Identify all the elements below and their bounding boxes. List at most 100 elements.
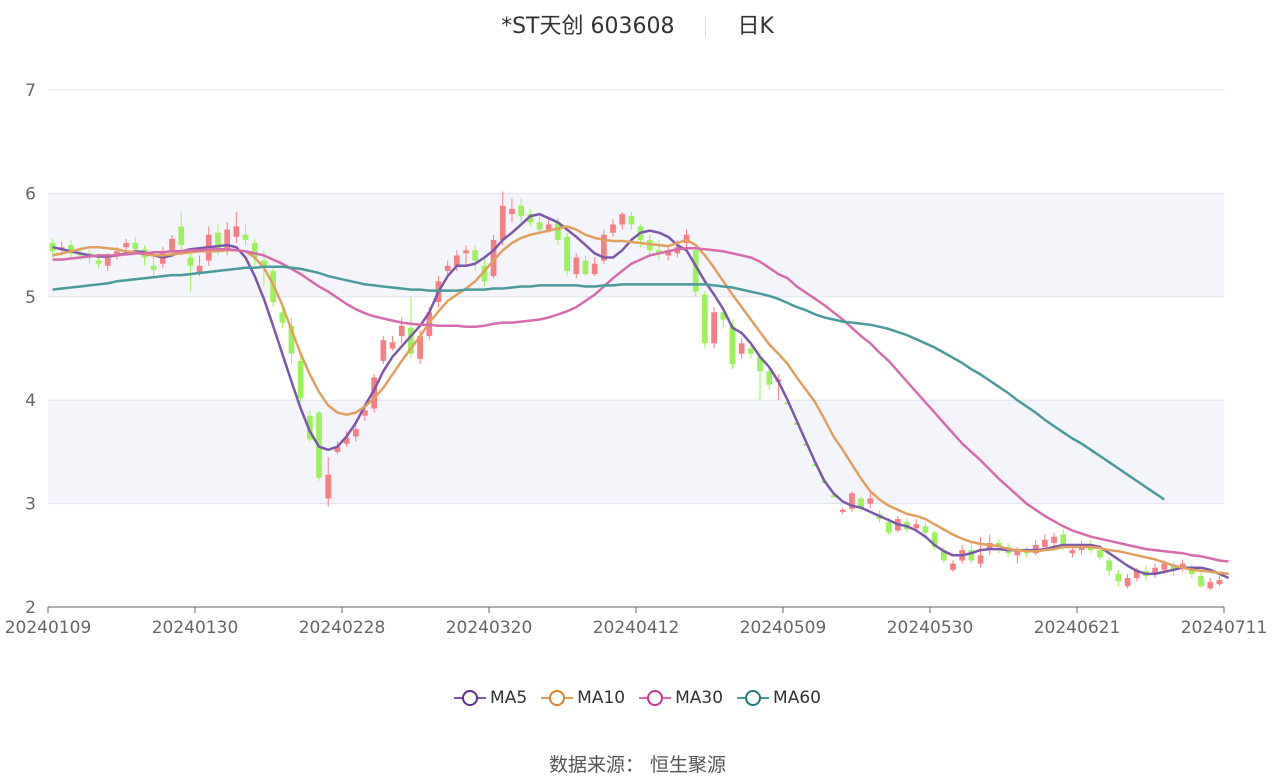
candle-body — [1152, 567, 1158, 574]
legend-item-ma5[interactable]: MA5 — [454, 688, 527, 708]
candle-body — [68, 245, 74, 254]
x-tick-label: 20240109 — [5, 618, 92, 638]
legend: MA5 MA10 MA30 MA60 — [0, 688, 1275, 708]
legend-item-ma60[interactable]: MA60 — [737, 688, 821, 708]
candle-body — [279, 312, 286, 323]
candle-body — [1198, 575, 1204, 587]
candle-body — [711, 312, 717, 344]
legend-marker-icon — [639, 688, 672, 708]
candle-body — [518, 205, 525, 217]
candle-body — [1161, 563, 1168, 570]
candle-body — [1106, 560, 1113, 571]
candle-body — [812, 464, 819, 467]
candle-body — [628, 216, 635, 225]
candle-body — [1133, 570, 1140, 579]
y-tick-label: 3 — [25, 495, 36, 515]
legend-label: MA5 — [490, 688, 528, 708]
candle-body — [178, 226, 185, 246]
legend-label: MA60 — [773, 688, 821, 708]
candle-body — [371, 377, 378, 409]
candle-body — [830, 495, 837, 498]
candle-body — [306, 415, 313, 440]
candle-body — [610, 224, 616, 233]
x-tick-label: 20240320 — [446, 618, 533, 638]
candle-body — [784, 402, 791, 405]
ma-line-ma60 — [52, 265, 1165, 501]
candle-body — [747, 348, 754, 354]
ma-line-ma30 — [52, 246, 1229, 563]
candlestick-chart: 2 3 4 5 6 7 20240109 20240130 20240228 20240320 20… — [5, 81, 1268, 638]
candle-body — [417, 336, 423, 359]
candle-body — [720, 312, 727, 320]
candle-body — [803, 443, 809, 446]
candle-body — [481, 265, 488, 282]
candle-body — [600, 234, 607, 261]
data-source: 数据来源： 恒生聚源 — [548, 754, 727, 776]
x-tick-label: 20240412 — [593, 618, 680, 638]
candle-body — [527, 214, 534, 223]
candle-body — [325, 474, 332, 499]
candle-body — [1051, 536, 1057, 543]
candle-body — [867, 498, 874, 504]
candle-body — [665, 250, 672, 256]
candle-body — [169, 238, 175, 251]
candle-body — [453, 255, 460, 266]
title-divider — [705, 17, 707, 37]
candle-body — [940, 550, 947, 561]
candle-body — [950, 563, 956, 570]
candle-body — [343, 437, 350, 444]
ma-line-ma10 — [52, 225, 1229, 576]
candle-body — [362, 410, 368, 416]
candle-body — [968, 550, 975, 561]
legend-item-ma30[interactable]: MA30 — [639, 688, 723, 708]
candle-body — [380, 340, 387, 361]
candle-body — [224, 229, 231, 251]
chart-title: *ST天创 603608 日K — [0, 8, 1275, 40]
candle-body — [582, 260, 589, 275]
candle-body — [389, 342, 396, 349]
candle-body — [656, 250, 662, 254]
y-tick-label: 6 — [25, 184, 36, 204]
candle-body — [545, 224, 552, 230]
x-tick-label: 20240130 — [152, 618, 239, 638]
candle-body — [187, 257, 194, 266]
legend-marker-icon — [737, 688, 770, 708]
x-tick-label: 20240711 — [1181, 618, 1268, 638]
candle-body — [702, 294, 708, 344]
candle-body — [196, 265, 203, 272]
candle-body — [913, 524, 920, 529]
candle-body — [499, 205, 506, 240]
x-tick-label: 20240509 — [740, 618, 827, 638]
candle-body — [334, 446, 341, 452]
legend-label: MA30 — [675, 688, 724, 708]
candle-body — [536, 222, 543, 230]
candle-body — [986, 542, 993, 551]
candle-body — [251, 243, 258, 258]
candle-body — [1216, 580, 1223, 585]
legend-marker-icon — [541, 688, 574, 708]
candle-body — [564, 236, 570, 271]
grid-band — [48, 400, 1224, 504]
candle-body — [1179, 563, 1186, 568]
candle-body — [509, 208, 515, 215]
candle-body — [1124, 578, 1131, 587]
legend-item-ma10[interactable]: MA10 — [541, 688, 625, 708]
candle-body — [573, 257, 580, 275]
candle-body — [839, 509, 846, 512]
candle-body — [885, 522, 892, 533]
candle-body — [1069, 550, 1076, 554]
candle-body — [242, 234, 249, 240]
candle-body — [233, 226, 240, 237]
grid-band — [48, 193, 1224, 297]
candle-body — [729, 325, 736, 365]
candle-body — [352, 429, 359, 437]
candle-body — [793, 422, 800, 426]
candle-body — [463, 250, 469, 254]
candle-body — [1170, 565, 1177, 571]
candle-body — [1097, 550, 1103, 558]
x-tick-label: 20240228 — [299, 618, 386, 638]
candle-body — [931, 532, 938, 548]
candle-body — [757, 356, 763, 372]
candle-body — [150, 265, 157, 270]
